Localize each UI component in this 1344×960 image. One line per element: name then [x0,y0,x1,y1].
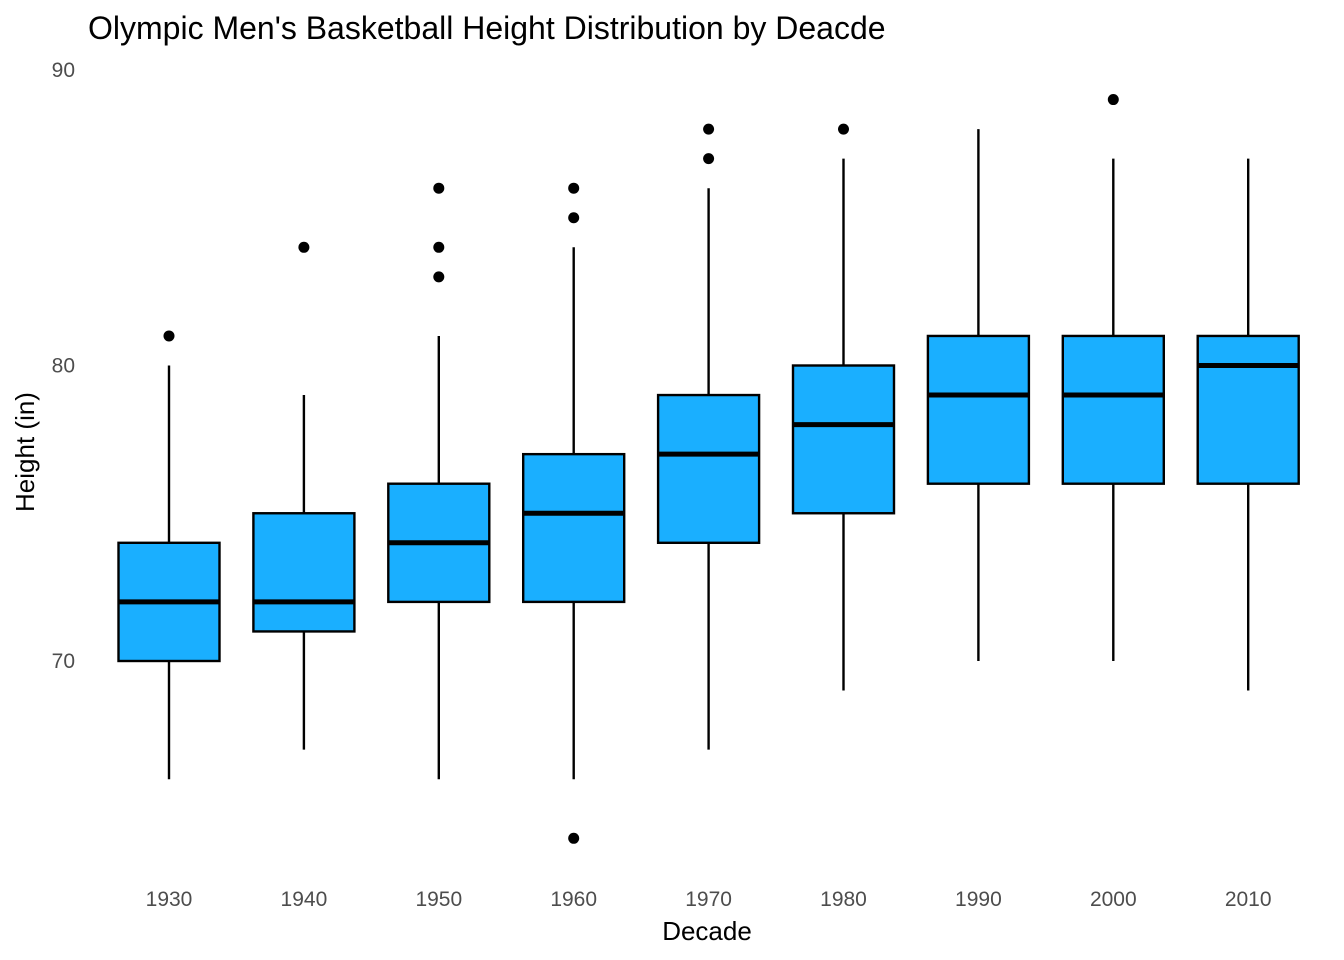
x-tick-label: 1950 [415,888,462,911]
box-group-2000 [1061,94,1166,661]
x-tick-label: 1990 [955,888,1002,911]
outlier-point [163,330,175,342]
x-tick-label: 2010 [1225,888,1272,911]
box-group-1960 [522,182,626,844]
outlier-point [838,123,849,135]
box-group-1930 [117,330,221,780]
y-axis: 70 80 90 [52,59,75,673]
plot-area [117,94,1300,844]
outlier-point [433,182,445,194]
iqr-box [926,334,1031,485]
y-tick-label: 70 [52,650,75,673]
box-group-1950 [387,182,491,780]
box-group-2010 [1196,158,1300,691]
outlier-point [298,241,310,253]
x-tick-label: 1940 [281,888,328,911]
outlier-point [703,123,715,135]
box-group-1940 [252,241,356,750]
x-tick-label: 1970 [685,888,732,911]
outlier-point [568,182,580,194]
iqr-box [1196,334,1300,485]
x-tick-label: 1980 [820,888,867,911]
outlier-point [1107,94,1119,106]
box-group-1980 [791,123,896,691]
y-tick-label: 80 [52,355,75,378]
x-axis-title: Decade [662,916,752,946]
box-group-1970 [656,123,761,750]
outlier-point [433,241,445,253]
x-axis: 1930 1940 1950 1960 1970 1980 1990 2000 2010 [146,888,1272,911]
iqr-box [791,364,896,515]
x-tick-label: 2000 [1090,888,1137,911]
outlier-point [568,832,580,844]
iqr-box [252,512,356,633]
iqr-box [656,393,761,544]
outlier-point [433,271,445,283]
x-tick-label: 1960 [550,888,597,911]
y-axis-title: Height (in) [10,392,40,512]
box-group-1990 [926,129,1031,661]
chart-title: Olympic Men's Basketball Height Distribu… [88,10,886,46]
x-tick-label: 1930 [146,888,193,911]
iqr-box [522,452,626,604]
y-tick-label: 90 [52,59,75,82]
iqr-box [1061,334,1166,485]
outlier-point [568,212,580,224]
outlier-point [703,153,715,165]
